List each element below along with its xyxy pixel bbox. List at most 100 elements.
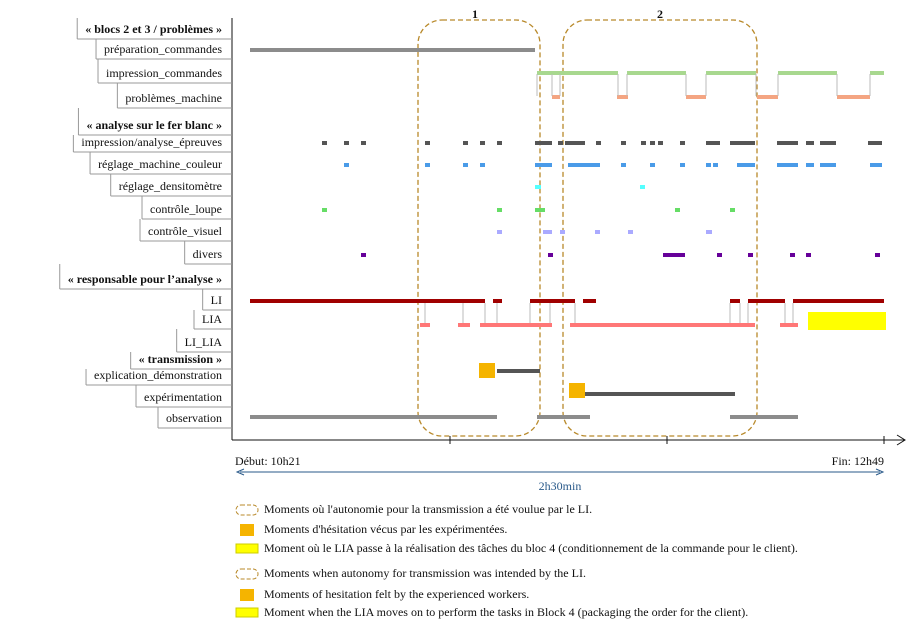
activity-segment [425,163,430,167]
activity-segment [535,163,552,167]
activity-segment [806,141,814,145]
legend-text: Moment où le LIA passe à la réalisation … [264,541,798,555]
activity-segment [778,71,837,75]
activity-segment [425,141,430,145]
activity-segment [748,253,753,257]
hesitation [569,383,585,398]
row-label: explication_démonstration [94,368,222,382]
start-label: Début: 10h21 [235,454,301,468]
activity-segment [535,208,545,212]
plot-area [232,18,904,440]
activity-segment [686,95,706,99]
activity-segment [617,95,628,99]
group-title: « responsable pour l’analyse » [68,272,222,286]
activity-segment [730,415,798,419]
activity-segment [568,163,600,167]
activity-segment [680,141,685,145]
duration-arrows [235,468,885,476]
row-label: observation [166,411,222,425]
activity-segment [361,141,366,145]
legend-text: Moments d'hésitation vécus par les expér… [264,522,507,536]
group-title: « blocs 2 et 3 / problèmes » [85,22,222,36]
group-title: « analyse sur le fer blanc » [86,118,222,132]
activity-segment [730,141,755,145]
legend-icon [235,607,259,618]
activity-segment [706,71,756,75]
activity-segment [837,95,870,99]
activity-segment [250,415,497,419]
row-label: impression_commandes [106,66,222,80]
activity-segment [535,185,541,189]
activity-segment [790,253,795,257]
legend-icon [235,568,259,580]
row-label: expérimentation [144,390,222,404]
activity-segment [530,299,575,303]
activity-segment [537,71,618,75]
activity-segment [552,95,560,99]
block4-period [808,312,886,330]
row-label: LIA [202,312,222,326]
activity-segment [717,253,722,257]
row-label: divers [193,247,223,261]
legend-icon [240,589,254,601]
activity-segment [595,230,600,234]
row-label: LI_LIA [185,335,223,349]
activity-segment [868,141,882,145]
activity-segment [585,392,735,396]
activity-segment [806,253,811,257]
activity-segment [875,253,880,257]
activity-segment [565,141,585,145]
axis-arrow [896,434,906,446]
activity-segment [322,141,327,145]
legend-text: Moment when the LIA moves on to perform … [264,605,748,619]
activity-segment [806,163,814,167]
activity-segment [730,299,740,303]
activity-segment [458,323,470,327]
activity-segment [820,141,836,145]
activity-segment [780,323,798,327]
hesitation [479,363,495,378]
activity-segment [493,299,502,303]
activity-segment [757,95,778,99]
activity-segment [558,141,563,145]
row-label: réglage_machine_couleur [98,157,222,171]
activity-segment [730,208,735,212]
activity-segment [793,299,884,303]
activity-segment [463,141,468,145]
activity-segment [820,163,836,167]
end-label: Fin: 12h49 [832,454,884,468]
activity-segment [361,253,366,257]
activity-segment [497,369,540,373]
activity-segment [322,208,327,212]
activity-segment [535,141,552,145]
row-label: contrôle_visuel [148,224,223,238]
activity-segment [497,208,502,212]
activity-segment [621,141,626,145]
legend-icon [240,524,254,536]
activity-segment [583,299,596,303]
activity-segment [748,299,785,303]
row-label: contrôle_loupe [150,202,222,216]
activity-segment [777,163,798,167]
activity-segment [713,163,718,167]
activity-segment [641,141,646,145]
row-label: réglage_densitomètre [119,179,222,193]
activity-segment [596,141,601,145]
activity-segment [737,163,755,167]
activity-segment [627,71,686,75]
activity-segment [497,141,502,145]
activity-segment [570,323,755,327]
activity-segment [497,230,502,234]
activity-segment [537,415,590,419]
legend-icon [235,543,259,554]
activity-segment [344,141,349,145]
row-label: problèmes_machine [125,91,222,105]
activity-segment [706,230,712,234]
row-label: impression/analyse_épreuves [81,135,222,149]
activity-segment [621,163,626,167]
activity-segment [680,163,685,167]
activity-segment [640,185,645,189]
legend-text: Moments of hesitation felt by the experi… [264,587,529,601]
activity-segment [560,230,565,234]
